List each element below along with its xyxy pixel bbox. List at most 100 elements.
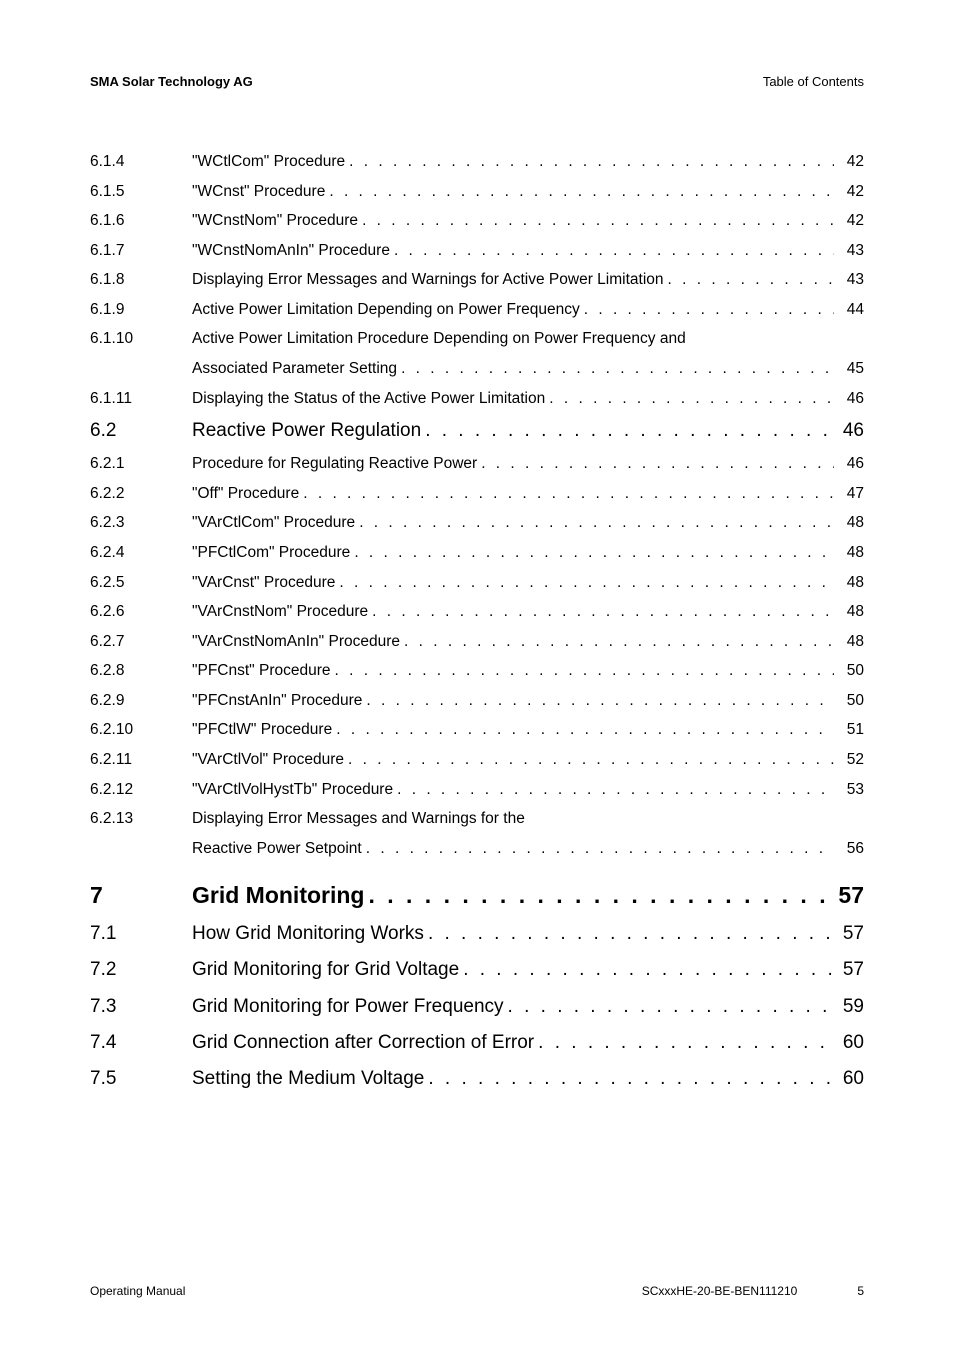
toc-title-wrap: "PFCtlCom" Procedure. . . . . . . . . . … — [192, 540, 834, 566]
page-footer: Operating Manual SCxxxHE-20-BE-BEN111210… — [90, 1284, 864, 1298]
toc-number: 7 — [90, 877, 192, 914]
toc-dots: . . . . . . . . . . . . . . . . . . . . … — [424, 1063, 834, 1095]
toc-entry: 6.1.10Active Power Limitation Procedure … — [90, 326, 864, 352]
page: SMA Solar Technology AG Table of Content… — [0, 0, 954, 1352]
toc-number: 6.1.4 — [90, 149, 192, 175]
toc-dots: . . . . . . . . . . . . . . . . . . . . … — [335, 570, 834, 596]
toc-title: How Grid Monitoring Works — [192, 918, 424, 950]
toc-title-wrap: "VArCtlVol" Procedure. . . . . . . . . .… — [192, 747, 834, 773]
toc-entry: 6.1.7"WCnstNomAnIn" Procedure. . . . . .… — [90, 238, 864, 264]
toc-dots: . . . . . . . . . . . . . . . . . . . . … — [534, 1027, 834, 1059]
toc-page: 60 — [834, 1063, 864, 1095]
toc-number: 6.1.7 — [90, 238, 192, 264]
toc-page: 51 — [834, 717, 864, 743]
toc-number: 6.2.12 — [90, 777, 192, 803]
toc-page: 46 — [834, 451, 864, 477]
toc-number: 6.2.2 — [90, 481, 192, 507]
toc-entry: 6.2.6"VArCnstNom" Procedure. . . . . . .… — [90, 599, 864, 625]
toc-number: 6.2.13 — [90, 806, 192, 832]
toc-dots: . . . . . . . . . . . . . . . . . . . . … — [459, 954, 834, 986]
toc-page: 48 — [834, 629, 864, 655]
toc-entry: 7.1How Grid Monitoring Works. . . . . . … — [90, 918, 864, 950]
toc-entry: 7.3Grid Monitoring for Power Frequency. … — [90, 991, 864, 1023]
toc-page: 45 — [834, 356, 864, 382]
toc-entry: 6.1.6"WCnstNom" Procedure. . . . . . . .… — [90, 208, 864, 234]
toc-title-wrap: Setting the Medium Voltage. . . . . . . … — [192, 1063, 834, 1095]
toc-title: Procedure for Regulating Reactive Power — [192, 451, 477, 477]
toc-page: 42 — [834, 208, 864, 234]
toc-number: 6.1.5 — [90, 179, 192, 205]
toc-title: "PFCtlW" Procedure — [192, 717, 332, 743]
toc-number: 6.1.11 — [90, 386, 192, 412]
toc-entry: 6.2.5"VArCnst" Procedure. . . . . . . . … — [90, 570, 864, 596]
toc-title-wrap: Active Power Limitation Procedure Depend… — [192, 326, 834, 352]
toc-page: 42 — [834, 179, 864, 205]
toc-dots: . . . . . . . . . . . . . . . . . . . . … — [325, 179, 834, 205]
toc-title: Grid Connection after Correction of Erro… — [192, 1027, 534, 1059]
toc-dots: . . . . . . . . . . . . . . . . . . . . … — [400, 629, 834, 655]
toc-title-wrap: Displaying the Status of the Active Powe… — [192, 386, 834, 412]
toc-dots: . . . . . . . . . . . . . . . . . . . . … — [368, 599, 834, 625]
toc-page: 44 — [834, 297, 864, 323]
toc-dots: . . . . . . . . . . . . . . . . . . . . … — [364, 877, 834, 914]
toc-title: Reactive Power Setpoint — [192, 836, 362, 862]
footer-page-number: 5 — [857, 1284, 864, 1298]
toc-entry: 6.2.9"PFCnstAnIn" Procedure. . . . . . .… — [90, 688, 864, 714]
toc-entry: 7.5Setting the Medium Voltage. . . . . .… — [90, 1063, 864, 1095]
toc-dots: . . . . . . . . . . . . . . . . . . . . … — [421, 415, 834, 447]
toc-page: 48 — [834, 570, 864, 596]
toc-title: "VArCnstNomAnIn" Procedure — [192, 629, 400, 655]
toc-entry: Reactive Power Setpoint. . . . . . . . .… — [90, 836, 864, 862]
toc-number: 6.1.10 — [90, 326, 192, 352]
toc-number: 6.2.6 — [90, 599, 192, 625]
toc-title: "PFCnstAnIn" Procedure — [192, 688, 362, 714]
toc-entry: 6.2.8"PFCnst" Procedure. . . . . . . . .… — [90, 658, 864, 684]
header-section: Table of Contents — [763, 74, 864, 89]
toc-entry: 6.2.12"VArCtlVolHystTb" Procedure. . . .… — [90, 777, 864, 803]
toc-title: "PFCtlCom" Procedure — [192, 540, 350, 566]
toc-dots: . . . . . . . . . . . . . . . . . . . . … — [424, 918, 834, 950]
toc-title: Associated Parameter Setting — [192, 356, 397, 382]
toc-title-wrap: "Off" Procedure. . . . . . . . . . . . .… — [192, 481, 834, 507]
toc-title: "VArCnst" Procedure — [192, 570, 335, 596]
toc-dots: . . . . . . . . . . . . . . . . . . . . … — [504, 991, 834, 1023]
toc-number: 6.2.3 — [90, 510, 192, 536]
toc-number: 7.4 — [90, 1027, 192, 1059]
toc-title: Displaying Error Messages and Warnings f… — [192, 806, 525, 832]
toc-title: "PFCnst" Procedure — [192, 658, 331, 684]
toc-title: Grid Monitoring — [192, 877, 364, 914]
toc-number: 7.2 — [90, 954, 192, 986]
toc-title-wrap: "WCtlCom" Procedure. . . . . . . . . . .… — [192, 149, 834, 175]
toc-entry: 6.2.3"VArCtlCom" Procedure. . . . . . . … — [90, 510, 864, 536]
toc-title-wrap: Grid Monitoring for Power Frequency. . .… — [192, 991, 834, 1023]
footer-manual-label: Operating Manual — [90, 1284, 185, 1298]
toc-page: 48 — [834, 599, 864, 625]
toc-entry: 6.1.4"WCtlCom" Procedure. . . . . . . . … — [90, 149, 864, 175]
toc-dots: . . . . . . . . . . . . . . . . . . . . … — [580, 297, 834, 323]
toc-entry: 7.4Grid Connection after Correction of E… — [90, 1027, 864, 1059]
toc-title: "WCnstNomAnIn" Procedure — [192, 238, 390, 264]
toc-title: "Off" Procedure — [192, 481, 299, 507]
toc-title: "VArCnstNom" Procedure — [192, 599, 368, 625]
toc-entry: 6.1.8Displaying Error Messages and Warni… — [90, 267, 864, 293]
toc-title-wrap: "PFCnst" Procedure. . . . . . . . . . . … — [192, 658, 834, 684]
toc-entry: 6.2.4"PFCtlCom" Procedure. . . . . . . .… — [90, 540, 864, 566]
toc-title-wrap: "VArCnstNomAnIn" Procedure. . . . . . . … — [192, 629, 834, 655]
toc-dots: . . . . . . . . . . . . . . . . . . . . … — [664, 267, 834, 293]
toc-dots: . . . . . . . . . . . . . . . . . . . . … — [362, 836, 834, 862]
toc-page: 46 — [834, 386, 864, 412]
toc-number: 6.1.9 — [90, 297, 192, 323]
toc-page: 56 — [834, 836, 864, 862]
toc-title-wrap: "WCnstNomAnIn" Procedure. . . . . . . . … — [192, 238, 834, 264]
toc-entry: 7Grid Monitoring. . . . . . . . . . . . … — [90, 877, 864, 914]
toc-title-wrap: "PFCnstAnIn" Procedure. . . . . . . . . … — [192, 688, 834, 714]
toc-number: 6.2.11 — [90, 747, 192, 773]
toc-number: 6.2.4 — [90, 540, 192, 566]
table-of-contents: 6.1.4"WCtlCom" Procedure. . . . . . . . … — [90, 149, 864, 1096]
toc-page: 43 — [834, 267, 864, 293]
toc-number: 7.3 — [90, 991, 192, 1023]
toc-page: 57 — [834, 954, 864, 986]
toc-title-wrap: Displaying Error Messages and Warnings f… — [192, 267, 834, 293]
toc-title: Setting the Medium Voltage — [192, 1063, 424, 1095]
toc-page: 57 — [834, 877, 864, 914]
